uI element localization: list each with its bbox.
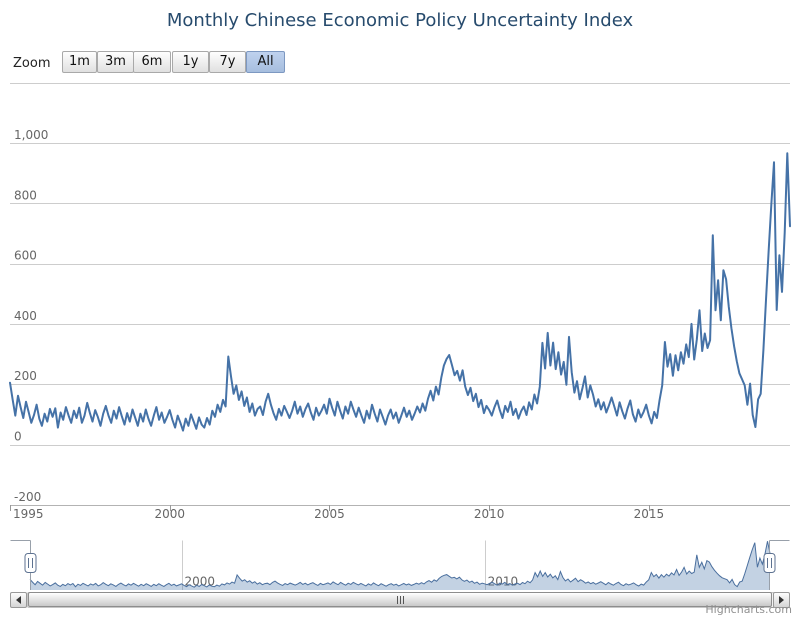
scrollbar-grip-icon	[396, 595, 404, 604]
x-axis-label: 2000	[154, 507, 185, 521]
navigator-handle-right[interactable]	[763, 553, 776, 573]
x-axis-label: 1995	[13, 507, 44, 521]
scrollbar-right-button[interactable]	[773, 592, 790, 608]
y-axis-label: 600	[14, 249, 37, 263]
arrow-left-icon	[16, 596, 21, 604]
y-axis-label: 1,000	[14, 128, 48, 142]
navigator-handle-left[interactable]	[24, 553, 37, 573]
chart-title: Monthly Chinese Economic Policy Uncertai…	[166, 10, 634, 31]
zoom-label: Zoom	[13, 56, 51, 71]
y-axis-label: 800	[14, 188, 37, 202]
credits-link[interactable]: Highcharts.com	[705, 603, 792, 616]
navigator-axis-label: 2010	[488, 575, 519, 589]
range-button-1y[interactable]: 1y	[172, 51, 209, 73]
y-axis-label: 200	[14, 369, 37, 383]
arrow-right-icon	[779, 596, 784, 604]
x-axis-label: 2015	[634, 507, 665, 521]
epu-line-series[interactable]	[9, 152, 791, 432]
navigator-axis-label: 2000	[185, 575, 216, 589]
navigator-scrollbar	[10, 592, 790, 608]
y-axis-label: -200	[14, 490, 41, 504]
scrollbar-thumb[interactable]	[28, 592, 772, 607]
range-button-6m[interactable]: 6m	[133, 51, 171, 73]
navigator-series-line	[29, 541, 771, 588]
range-button-all[interactable]: All	[246, 51, 285, 73]
x-axis-label: 2005	[314, 507, 345, 521]
y-axis-label: 400	[14, 309, 37, 323]
range-button-1m[interactable]: 1m	[62, 51, 97, 73]
scrollbar-left-button[interactable]	[10, 592, 27, 608]
y-axis-label: 0	[14, 430, 22, 444]
range-button-7y[interactable]: 7y	[209, 51, 246, 73]
navigator-series-area[interactable]	[30, 541, 770, 590]
x-axis-label: 2010	[474, 507, 505, 521]
